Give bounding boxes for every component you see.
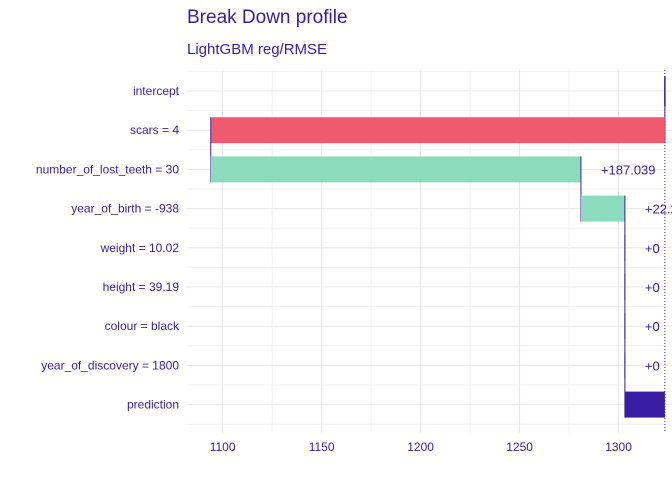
x-tick-label: 1250 [506, 440, 533, 454]
y-axis-label: colour = black [105, 319, 180, 333]
y-axis-label: weight = 10.02 [100, 241, 180, 255]
y-axis-label: intercept [133, 84, 180, 98]
value-label: +187.039 [601, 162, 656, 177]
x-tick-label: 1150 [309, 440, 335, 454]
bar-positive [580, 195, 625, 222]
y-axis-label: prediction [127, 398, 179, 412]
chart-title: Break Down profile [187, 7, 348, 28]
y-axis-label: number_of_lost_teeth = 30 [36, 162, 179, 176]
x-tick-label: 1200 [407, 440, 434, 454]
value-label: +0 [645, 241, 660, 256]
value-label: +0 [645, 280, 660, 295]
y-axis-label: year_of_discovery = 1800 [41, 358, 179, 372]
bar-prediction [624, 391, 665, 418]
bar-positive [210, 156, 581, 183]
x-tick-label: 1300 [605, 440, 632, 454]
y-axis-label: scars = 4 [130, 123, 179, 137]
y-axis-label: year_of_birth = -938 [71, 202, 179, 216]
value-label: +0 [645, 358, 660, 373]
x-tick-label: 1100 [210, 440, 236, 454]
value-label: +22.233 [645, 202, 672, 217]
chart-subtitle: LightGBM reg/RMSE [187, 41, 328, 58]
bar-negative [210, 117, 665, 144]
value-label: +0 [645, 319, 660, 334]
y-axis-label: height = 39.19 [103, 280, 180, 294]
